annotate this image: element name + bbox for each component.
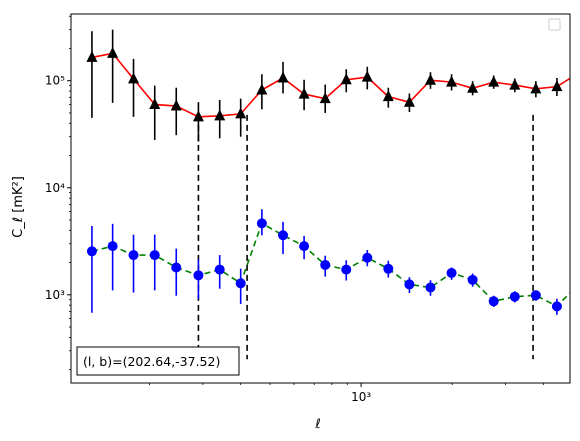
- series-2-point-15: [383, 263, 394, 274]
- axes: 10³ 10⁴ 10⁵ 10³: [45, 13, 571, 404]
- series-1-point-23: [551, 80, 563, 92]
- series-2: [86, 209, 580, 315]
- series-1-point-13: [340, 73, 352, 85]
- series-1-point-1: [86, 50, 98, 62]
- series-2-point-11: [299, 241, 310, 252]
- series-2-point-6: [193, 270, 204, 281]
- series-1-point-18: [446, 75, 458, 87]
- series-1-point-19: [467, 81, 479, 93]
- series-1-point-12: [319, 92, 331, 104]
- legend: [548, 18, 561, 31]
- series-2-point-2: [107, 241, 118, 252]
- series-2-point-21: [509, 291, 520, 302]
- series-1: [86, 29, 580, 142]
- series-1-point-5: [170, 99, 182, 111]
- plot-frame: [70, 13, 571, 384]
- x-axis-label: ℓ: [314, 417, 320, 432]
- series-2-point-13: [341, 264, 352, 275]
- series-2-point-3: [128, 250, 139, 261]
- annotation-text: (l, b)=(202.64,-37.52): [83, 354, 220, 369]
- series-2-point-24: [573, 279, 580, 289]
- series-1-point-11: [298, 87, 310, 99]
- y-tick-label-2: 10⁴: [45, 181, 65, 195]
- series-2-point-5: [171, 262, 182, 273]
- series-2-point-16: [404, 279, 415, 290]
- data-series: [86, 29, 580, 315]
- series-2-point-23: [551, 301, 562, 312]
- series-1-point-3: [128, 72, 140, 84]
- series-2-point-4: [149, 250, 160, 261]
- series-2-point-18: [446, 267, 457, 278]
- series-1-line: [91, 52, 570, 118]
- annotation-box: (l, b)=(202.64,-37.52): [76, 346, 240, 376]
- y-tick-label-1: 10³: [45, 288, 65, 302]
- series-1-point-7: [214, 109, 226, 121]
- series-1-point-14: [361, 70, 373, 82]
- legend-box: [548, 18, 561, 31]
- series-1-point-8: [235, 107, 247, 119]
- series-2-point-20: [488, 296, 499, 307]
- series-1-point-17: [424, 73, 436, 85]
- series-2-point-9: [256, 218, 267, 229]
- series-2-point-1: [86, 246, 97, 257]
- series-1-point-6: [192, 110, 204, 122]
- series-1-point-10: [277, 71, 289, 83]
- series-1-point-9: [256, 83, 268, 95]
- series-1-point-2: [107, 46, 119, 58]
- series-1-point-22: [530, 82, 542, 94]
- series-2-point-19: [467, 274, 478, 285]
- series-2-point-17: [425, 282, 436, 293]
- series-2-point-14: [362, 252, 373, 263]
- y-tick-label-3: 10⁵: [45, 74, 65, 88]
- series-2-point-8: [235, 278, 246, 289]
- series-2-line: [91, 222, 570, 308]
- series-1-point-4: [149, 97, 161, 109]
- series-1-point-21: [509, 78, 521, 90]
- series-2-point-12: [320, 259, 331, 270]
- vertical-reference-lines: [197, 114, 534, 360]
- series-2-point-10: [278, 230, 289, 241]
- series-1-point-15: [382, 90, 394, 102]
- x-tick-label-1: 10³: [351, 390, 371, 404]
- series-1-point-24: [573, 67, 580, 78]
- series-1-point-16: [403, 95, 415, 107]
- series-2-point-7: [214, 264, 225, 275]
- series-2-point-22: [530, 290, 541, 301]
- y-axis-label: C_ℓ [mK²]: [11, 176, 26, 238]
- series-1-point-20: [488, 75, 500, 87]
- chart-canvas: 10³ 10⁴ 10⁵ 10³ (l, b)=(202.64,-37.52) ℓ C_…: [11, 13, 580, 432]
